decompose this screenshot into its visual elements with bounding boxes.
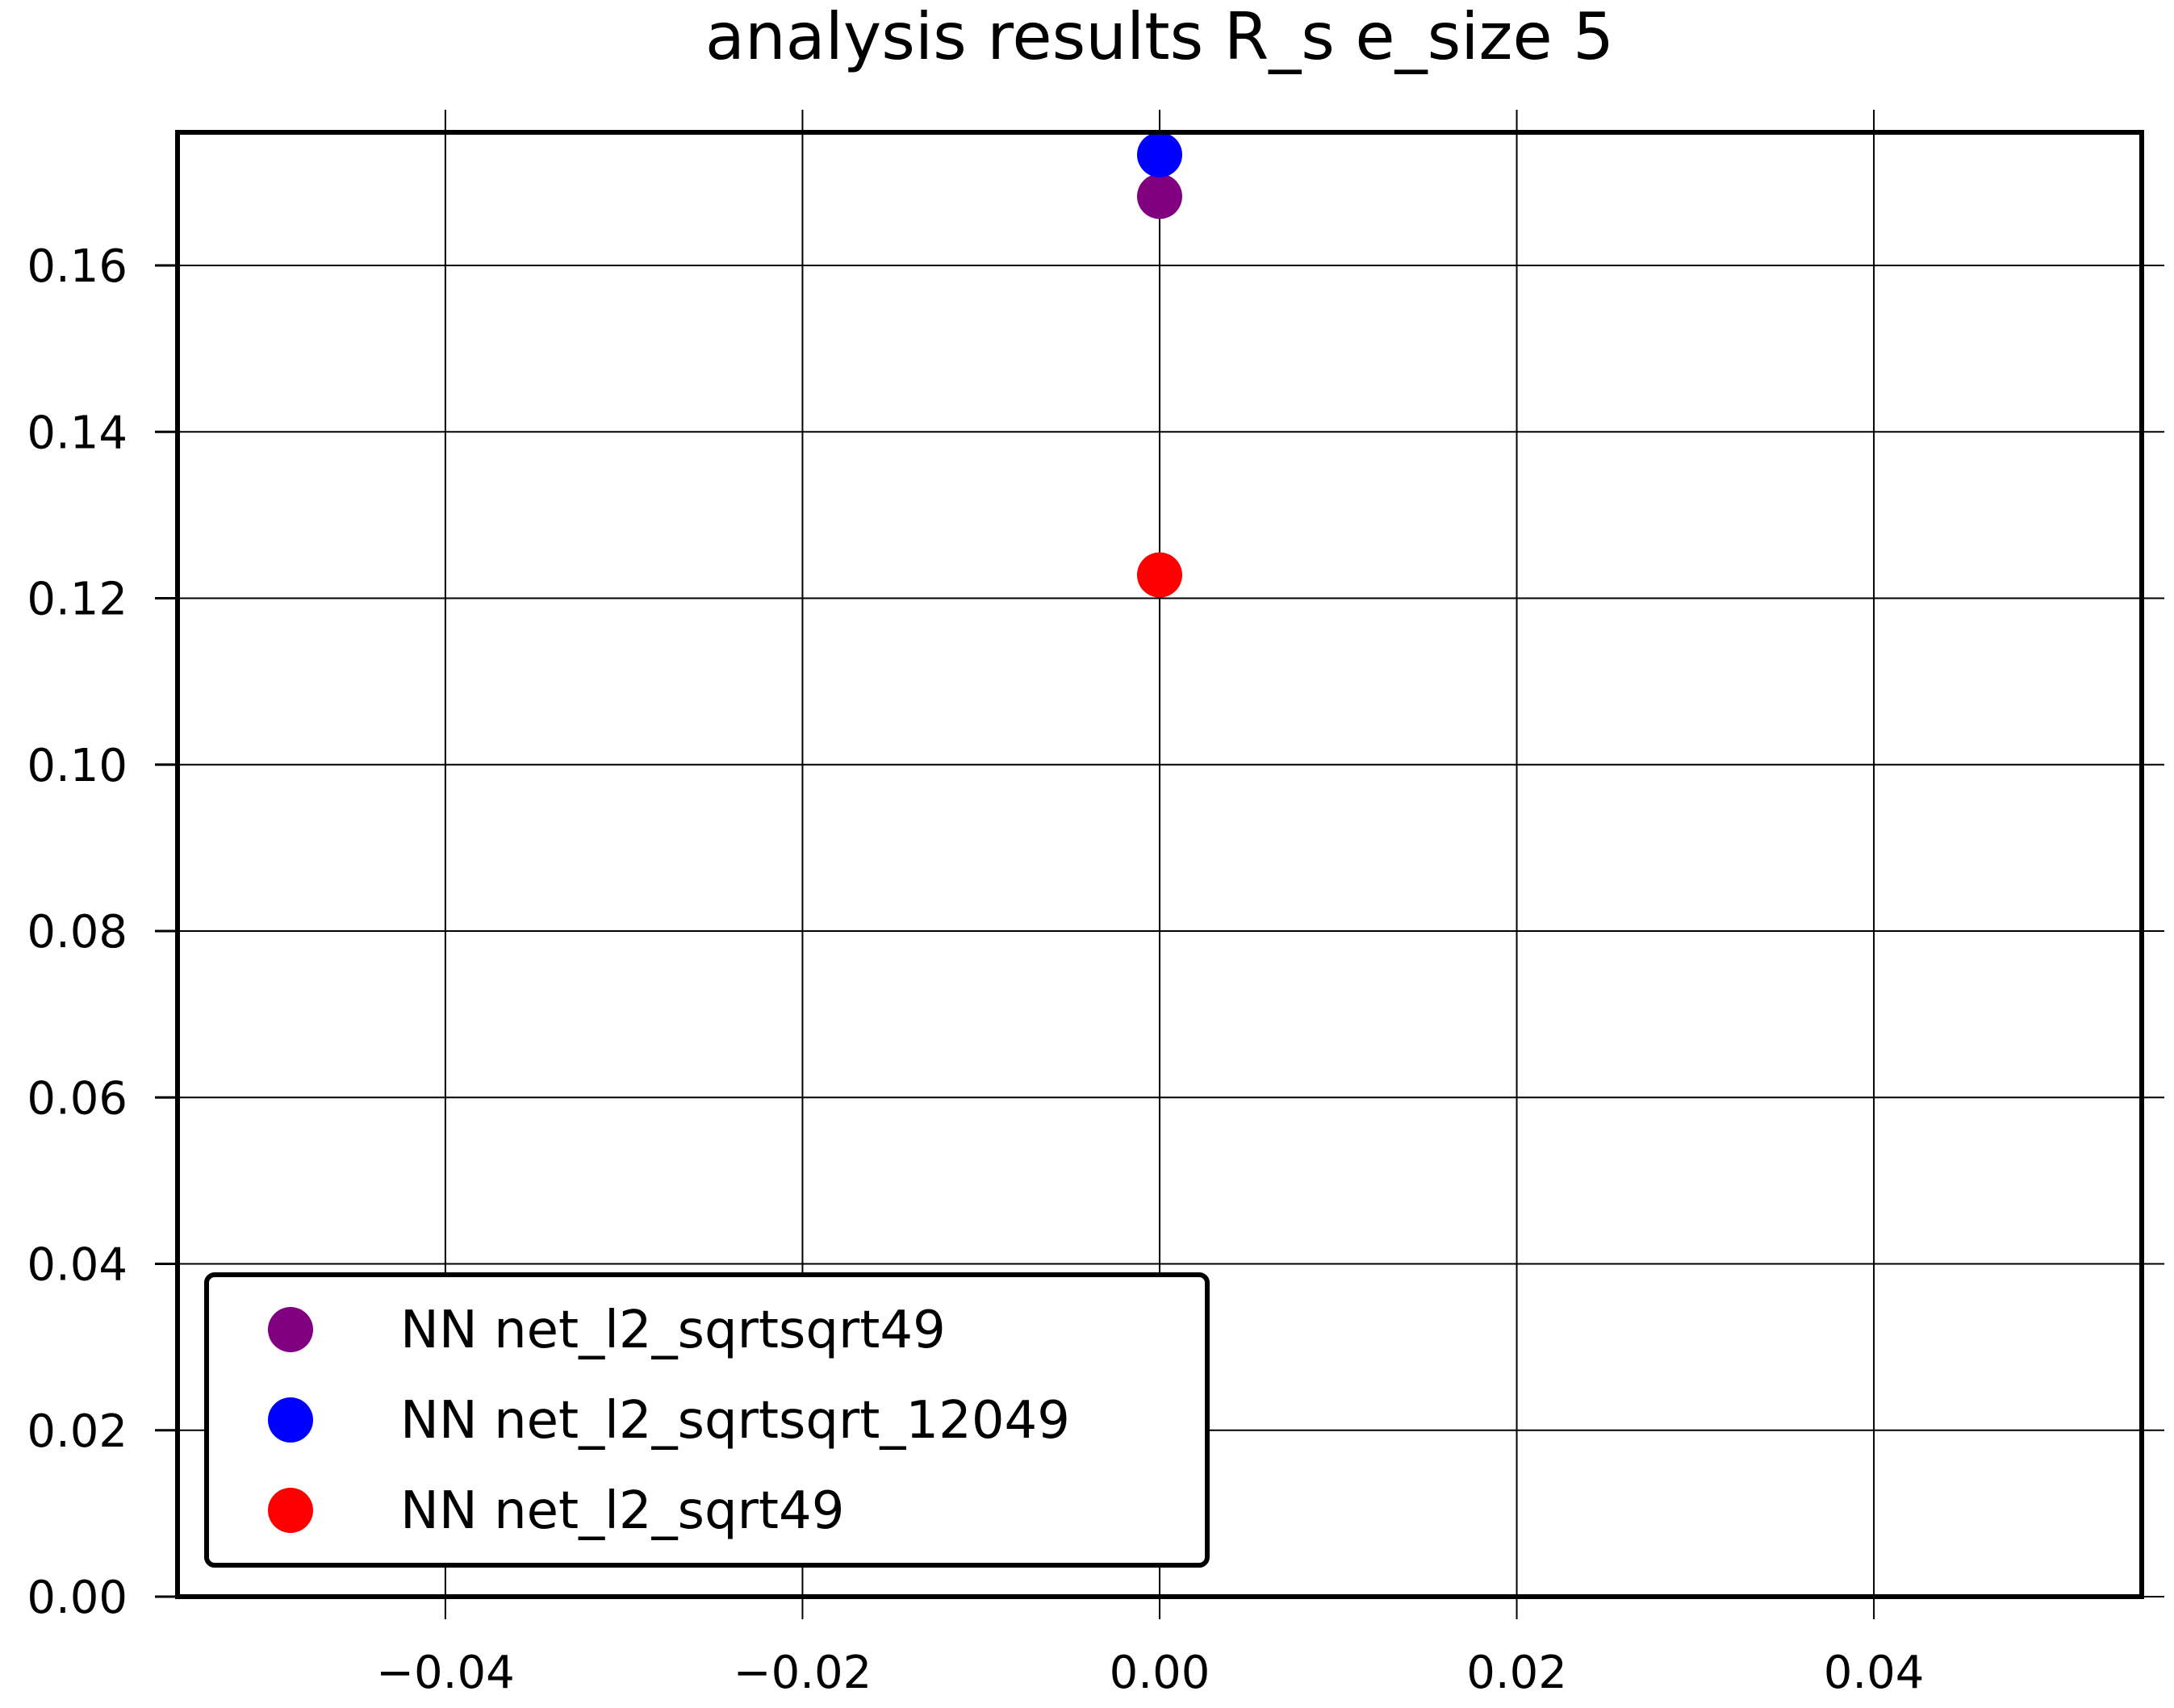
y-tick-label: 0.00 <box>27 1572 128 1624</box>
y-tick-label: 0.04 <box>27 1239 128 1292</box>
plot-frame <box>175 130 2144 1599</box>
y-tick-label: 0.08 <box>27 906 128 958</box>
data-point <box>1137 173 1182 219</box>
legend-label: NN net_l2_sqrt49 <box>400 1481 844 1541</box>
legend: NN net_l2_sqrtsqrt49 NN net_l2_sqrtsqrt_1… <box>204 1272 1210 1568</box>
x-tick-label: 0.02 <box>1466 1647 1567 1699</box>
legend-marker <box>268 1488 313 1533</box>
data-points <box>1137 132 1182 598</box>
y-tick-label: 0.16 <box>27 240 128 293</box>
y-tick-label: 0.06 <box>27 1072 128 1125</box>
x-tick-label: 0.00 <box>1110 1647 1210 1699</box>
x-tick-label: −0.02 <box>734 1647 872 1699</box>
legend-label: NN net_l2_sqrtsqrt49 <box>400 1301 946 1360</box>
x-tick-label: 0.04 <box>1824 1647 1925 1699</box>
y-tick-label: 0.12 <box>27 574 128 626</box>
legend-marker <box>268 1397 313 1443</box>
legend-label: NN net_l2_sqrtsqrt_12049 <box>400 1391 1070 1451</box>
y-tick-label: 0.14 <box>27 407 128 459</box>
axis-ticks: −0.04 −0.02 0.00 0.02 0.04 0.00 0.02 0.04 0.06 0.… <box>27 240 1924 1699</box>
legend-marker <box>268 1307 313 1352</box>
data-point <box>1137 552 1182 598</box>
y-tick-label: 0.02 <box>27 1405 128 1458</box>
chart-title: analysis results R_s e_size 5 <box>705 0 1614 74</box>
x-tick-label: −0.04 <box>376 1647 515 1699</box>
legend-box <box>204 1272 1210 1568</box>
y-tick-label: 0.10 <box>27 740 128 792</box>
data-point <box>1137 132 1182 177</box>
